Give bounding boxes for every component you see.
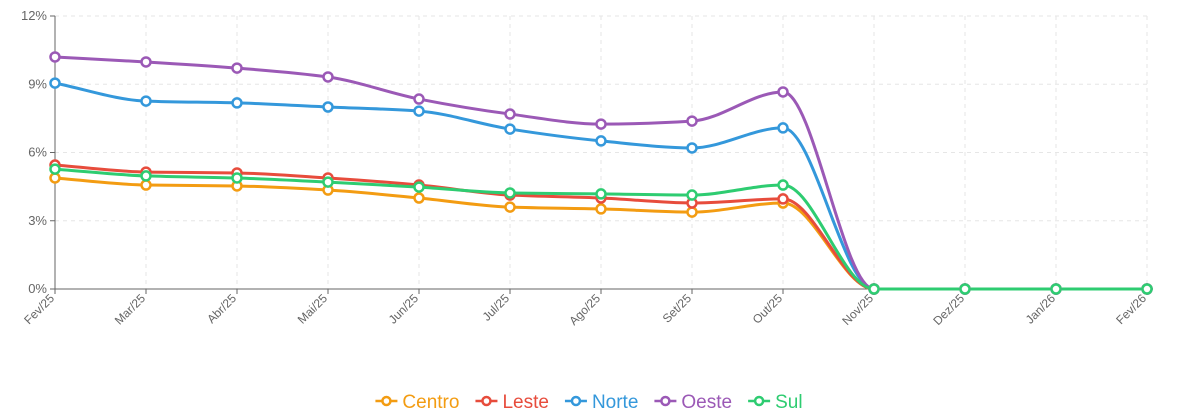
- legend-label: Norte: [592, 392, 638, 412]
- legend-label: Oeste: [681, 392, 732, 412]
- x-tick-label: Fev/25: [21, 291, 57, 327]
- data-point: [231, 172, 243, 184]
- data-point: [777, 193, 789, 205]
- data-point: [413, 192, 425, 204]
- y-tick-label: 12%: [21, 8, 47, 23]
- x-tick-label: Jan/26: [1023, 291, 1059, 327]
- data-point: [231, 62, 243, 74]
- data-point: [777, 122, 789, 134]
- data-point: [504, 123, 516, 135]
- data-point: [504, 201, 516, 213]
- data-point: [595, 118, 607, 130]
- legend-marker: [381, 395, 392, 407]
- x-tick-label: Jul/25: [480, 291, 513, 324]
- data-point: [686, 142, 698, 154]
- data-point: [686, 115, 698, 127]
- data-point: [868, 283, 880, 295]
- y-tick-label: 0%: [28, 281, 47, 296]
- x-tick-label: Out/25: [750, 291, 786, 327]
- data-point: [1050, 283, 1062, 295]
- y-tick-label: 9%: [28, 76, 47, 91]
- data-point: [777, 179, 789, 191]
- data-point: [140, 56, 152, 68]
- data-point: [322, 71, 334, 83]
- x-tick-label: Dez/25: [930, 291, 967, 328]
- data-point: [595, 135, 607, 147]
- legend-label: Leste: [502, 392, 548, 412]
- data-point: [49, 163, 61, 175]
- legend-label: Centro: [402, 392, 459, 412]
- data-point: [140, 179, 152, 191]
- data-point: [413, 181, 425, 193]
- data-point: [49, 77, 61, 89]
- legend-marker: [753, 395, 765, 407]
- data-point: [1141, 283, 1153, 295]
- legend-marker: [660, 395, 671, 407]
- data-point: [140, 95, 152, 107]
- data-point: [595, 203, 607, 215]
- data-point: [413, 93, 425, 105]
- legend-marker: [481, 395, 492, 407]
- data-point: [686, 206, 698, 218]
- legend: Centro Leste Norte Oeste Sul: [375, 392, 803, 412]
- data-point: [959, 283, 971, 295]
- x-tick-label: Nov/25: [839, 291, 876, 328]
- data-point: [49, 51, 61, 63]
- data-point: [322, 101, 334, 113]
- legend-label: Sul: [775, 392, 802, 412]
- data-point: [595, 188, 607, 200]
- x-tick-label: Ago/25: [566, 291, 603, 328]
- data-point: [504, 187, 516, 199]
- data-point: [140, 170, 152, 182]
- y-tick-label: 6%: [28, 145, 47, 160]
- x-tick-label: Fev/26: [1113, 291, 1149, 327]
- x-tick-label: Jun/25: [386, 291, 422, 327]
- y-tick-label: 3%: [28, 213, 47, 228]
- data-point: [777, 86, 789, 98]
- data-point: [322, 176, 334, 188]
- data-point: [413, 105, 425, 117]
- legend-marker: [570, 395, 582, 407]
- x-tick-label: Mai/25: [295, 291, 331, 327]
- x-tick-label: Set/25: [660, 291, 695, 326]
- data-point: [231, 97, 243, 109]
- x-tick-label: Abr/25: [204, 291, 239, 326]
- data-point: [686, 189, 698, 201]
- x-tick-label: Mar/25: [112, 291, 149, 328]
- data-point: [504, 108, 516, 120]
